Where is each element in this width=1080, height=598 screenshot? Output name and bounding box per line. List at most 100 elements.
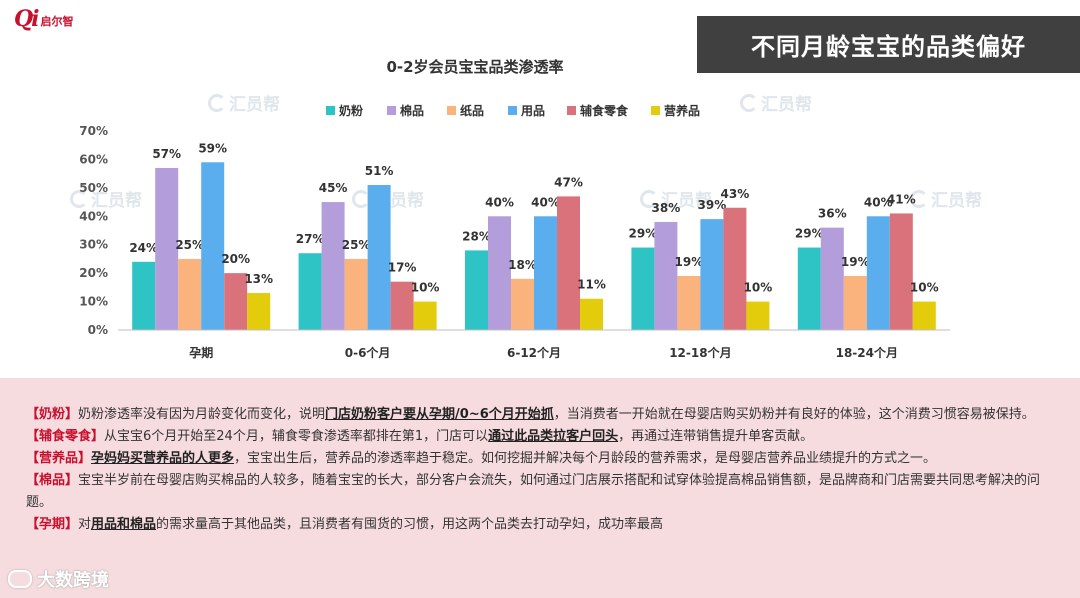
bar (889, 213, 913, 330)
watermark-text: 汇员帮 (661, 191, 712, 211)
bar (132, 261, 156, 330)
data-label: 29% (795, 227, 824, 241)
watermark-text: 汇员帮 (229, 95, 280, 115)
data-label: 20% (221, 252, 250, 266)
bar (488, 216, 511, 330)
data-label: 38% (652, 201, 681, 215)
y-tick-label: 0% (88, 323, 108, 337)
insight-highlight: 孕妈妈买营养品的人更多 (91, 451, 235, 466)
watermark-icon (640, 189, 658, 208)
data-label: 19% (841, 255, 870, 269)
data-label: 36% (818, 207, 847, 221)
bar (746, 301, 770, 330)
company-logo: Qi 启尔智 (14, 8, 74, 30)
insight-text: 的需求量高于其他品类，且消费者有囤货的习惯，用这两个品类去打动孕妇，成功率最高 (156, 517, 664, 532)
watermark-icon (352, 189, 370, 208)
watermark-icon (70, 189, 88, 208)
legend-item: 辅食零食 (567, 103, 629, 118)
data-label: 40% (485, 195, 514, 209)
legend-item: 棉品 (387, 103, 424, 118)
insight-key: 【营养品】 (26, 451, 92, 466)
y-tick-label: 40% (79, 209, 108, 223)
bar (723, 207, 747, 330)
bar-group: 24% 57% 25% 59% 20% 13% (129, 141, 273, 330)
chart-legend: 奶粉 棉品 纸品 用品 辅食零食 营养品 (326, 103, 700, 118)
bar (912, 301, 936, 330)
watermark-text: 汇员帮 (761, 95, 812, 115)
bar (178, 258, 202, 330)
y-tick-label: 70% (79, 124, 108, 138)
data-label: 43% (721, 187, 750, 201)
data-label: 47% (554, 175, 583, 189)
insight-item: 【营养品】孕妈妈买营养品的人更多，宝宝出生后，营养品的渗透率趋于稳定。如何挖掘并… (26, 448, 1060, 470)
data-label: 57% (152, 147, 181, 161)
bar (866, 216, 890, 330)
insight-text: 从宝宝6个月开始至24个月，辅食零食渗透率都排在第1，门店可以 (104, 429, 489, 444)
watermark: 汇员帮 (70, 186, 142, 211)
y-tick-label: 60% (79, 152, 108, 166)
insight-key: 【辅食零食】 (26, 429, 105, 444)
bar (677, 275, 701, 330)
data-label: 19% (675, 255, 704, 269)
data-label: 45% (319, 181, 348, 195)
legend-item: 纸品 (447, 103, 484, 118)
brand-icon (8, 570, 32, 588)
bar (201, 162, 225, 330)
bar (511, 278, 534, 330)
bar-group: 28% 40% 18% 40% 47% 11% (462, 175, 606, 330)
bar (654, 221, 678, 330)
bar-chart: 0-2岁会员宝宝品类渗透率 奶粉 棉品 纸品 用品 辅食零食 营养品 0% 10% 20% 30… (79, 58, 950, 360)
data-label: 18% (508, 258, 537, 272)
watermark-text: 汇员帮 (931, 191, 982, 211)
insight-item: 【孕期】对用品和棉品的需求量高于其他品类，且消费者有囤货的习惯，用这两个品类去打… (26, 514, 1060, 536)
legend-item: 奶粉 (326, 103, 363, 118)
watermark-icon (740, 93, 758, 112)
bar (534, 216, 557, 330)
bar (557, 196, 580, 330)
bar (247, 293, 271, 330)
bar (224, 273, 248, 330)
bar (367, 185, 391, 330)
x-tick-label: 0-6个月 (345, 345, 391, 360)
x-axis: 孕期 0-6个月 6-12个月 12-18个月 18-24个月 (118, 329, 950, 360)
insight-key: 【棉品】 (26, 473, 79, 488)
data-label: 25% (175, 238, 204, 252)
y-tick-label: 10% (79, 295, 108, 309)
legend-label: 纸品 (460, 103, 484, 118)
insight-highlight: 门店奶粉客户要从孕期/0~6个月开始抓 (325, 407, 554, 422)
data-label: 59% (198, 141, 227, 155)
insights-panel: 【奶粉】奶粉渗透率没有因为月龄变化而变化，说明门店奶粉客户要从孕期/0~6个月开… (0, 378, 1080, 598)
legend-item: 用品 (508, 104, 545, 118)
watermark: 汇员帮 (910, 186, 982, 211)
y-tick-label: 50% (79, 181, 108, 195)
legend-label: 棉品 (400, 103, 424, 118)
bar (820, 227, 844, 330)
y-tick-label: 20% (79, 266, 108, 280)
data-label: 39% (698, 198, 727, 212)
data-label: 10% (910, 281, 939, 295)
x-tick-label: 12-18个月 (669, 345, 731, 360)
watermark-text: 汇员帮 (91, 191, 142, 211)
x-tick-label: 18-24个月 (836, 345, 898, 360)
bar (700, 219, 724, 330)
data-label: 10% (411, 281, 440, 295)
data-label: 29% (629, 227, 658, 241)
bar (631, 247, 655, 330)
insight-key: 【奶粉】 (26, 407, 79, 422)
watermark-icon (910, 189, 928, 208)
watermark-icon (208, 93, 226, 112)
insight-item: 【棉品】宝宝半岁前在母婴店购买棉品的人较多，随着宝宝的长大，部分客户会流失，如何… (26, 470, 1060, 514)
insight-highlight: 用品和棉品 (91, 517, 157, 532)
insights-list: 【奶粉】奶粉渗透率没有因为月龄变化而变化，说明门店奶粉客户要从孕期/0~6个月开… (26, 404, 1060, 536)
bar (843, 275, 867, 330)
slide-title: 不同月龄宝宝的品类偏好 (697, 16, 1080, 73)
insight-highlight: 通过此品类拉客户回头 (488, 429, 619, 444)
data-label: 40% (531, 195, 560, 209)
insight-text: ，当消费者一开始就在母婴店购买奶粉并有良好的体验，这个消费习惯容易被保持。 (553, 407, 1035, 422)
bar (413, 301, 437, 330)
data-label: 40% (864, 195, 893, 209)
bar-group: 29% 36% 19% 40%41% 10% (795, 192, 939, 330)
y-axis: 0% 10% 20% 30% 40% 50% 60% 70% (79, 124, 108, 337)
watermark: 汇员帮 (640, 186, 712, 211)
